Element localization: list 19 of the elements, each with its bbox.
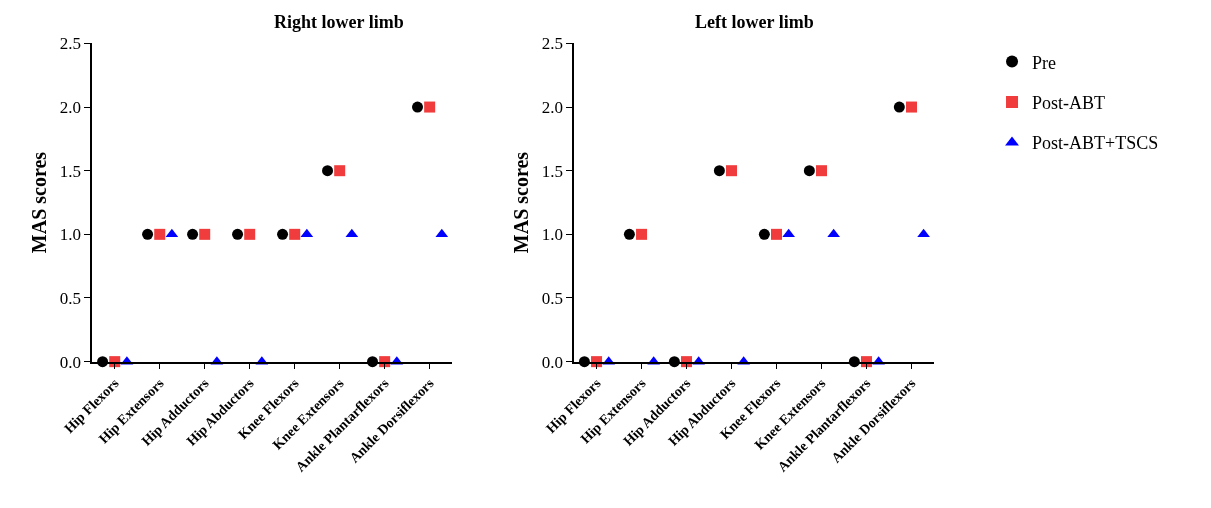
y-tick-label: 0.5	[541, 288, 563, 308]
y-tick-label: 1.0	[541, 225, 563, 245]
y-tick-label: 1.5	[541, 161, 563, 181]
y-tick-label: 2.0	[541, 98, 563, 117]
legend-label: Pre	[1032, 52, 1057, 73]
y-tick-label: 1.0	[59, 225, 82, 245]
legend-label: Post-ABT	[1032, 93, 1106, 114]
y-tick-label: 1.5	[59, 161, 82, 181]
y-axis-title: MAS scores	[27, 151, 50, 254]
y-tick-label: 2.5	[59, 34, 82, 54]
y-tick-label: 0.5	[59, 288, 82, 308]
y-tick-label: 2.0	[59, 98, 82, 117]
y-tick-label: 2.5	[541, 34, 563, 54]
y-axis-title: MAS scores	[509, 151, 532, 254]
y-tick-label: 0.0	[59, 352, 82, 372]
chart-title: Left lower limb	[695, 12, 814, 32]
legend-label: Post-ABT+TSCS	[1032, 133, 1159, 154]
y-tick-label: 0.0	[541, 352, 563, 372]
chart-title: Right lower limb	[274, 12, 404, 32]
